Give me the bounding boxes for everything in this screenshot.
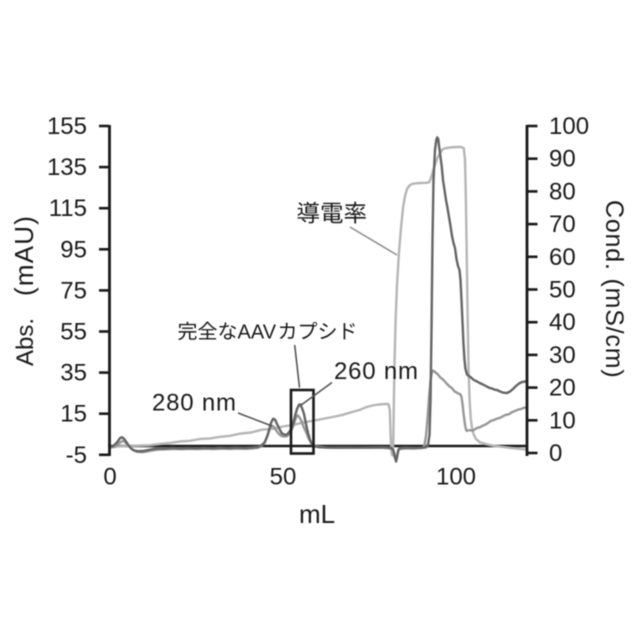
svg-text:90: 90 (549, 146, 576, 173)
svg-text:155: 155 (47, 113, 87, 140)
svg-text:50: 50 (270, 464, 297, 491)
svg-text:115: 115 (49, 195, 87, 222)
svg-text:70: 70 (549, 211, 576, 238)
svg-text:280 nm: 280 nm (152, 390, 237, 417)
svg-text:Abs.: Abs. (12, 318, 39, 366)
svg-text:mL: mL (299, 499, 335, 529)
svg-text:30: 30 (549, 342, 576, 369)
svg-text:20: 20 (549, 375, 576, 402)
svg-text:15: 15 (60, 401, 87, 428)
svg-text:55: 55 (60, 319, 87, 346)
svg-text:260 nm: 260 nm (334, 358, 419, 385)
svg-text:100: 100 (549, 113, 589, 140)
svg-text:50: 50 (549, 277, 576, 304)
svg-text:60: 60 (549, 244, 576, 271)
svg-text:95: 95 (60, 236, 87, 263)
svg-text:-5: -5 (66, 442, 87, 469)
svg-text:AAV: AAV (238, 322, 277, 344)
svg-text:80: 80 (549, 178, 576, 205)
svg-text:10: 10 (549, 407, 576, 434)
svg-text:35: 35 (60, 360, 87, 387)
svg-text:135: 135 (47, 154, 87, 181)
svg-text:Cond. (mS/cm): Cond. (mS/cm) (600, 200, 628, 378)
svg-text:100: 100 (436, 464, 476, 491)
svg-text:0: 0 (549, 440, 562, 467)
svg-text:75: 75 (60, 277, 87, 304)
svg-text:40: 40 (549, 309, 576, 336)
svg-text:(mAU): (mAU) (9, 215, 39, 296)
svg-text:0: 0 (103, 464, 116, 491)
